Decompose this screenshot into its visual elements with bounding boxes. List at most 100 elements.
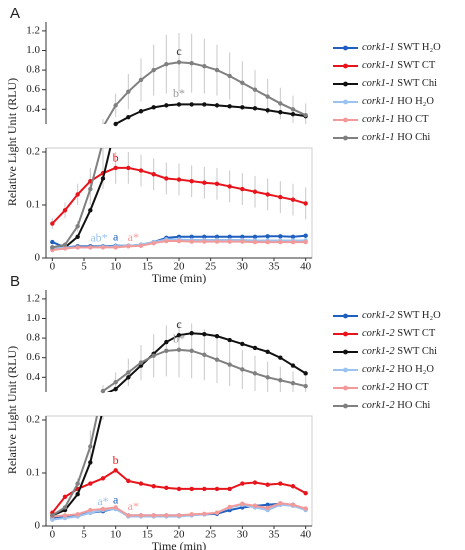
x-tick-label: 10 bbox=[110, 261, 122, 273]
data-point bbox=[303, 383, 308, 389]
data-point bbox=[227, 239, 232, 244]
data-point bbox=[189, 102, 194, 107]
legend-label: cork1-1 SWT H₂O bbox=[362, 42, 441, 53]
y-axis-title: Relative Light Unit (RLU) bbox=[5, 78, 19, 206]
x-tick-label: 30 bbox=[237, 261, 249, 273]
data-point bbox=[189, 512, 194, 517]
data-point bbox=[88, 460, 93, 465]
series-line bbox=[52, 144, 305, 146]
series-line bbox=[52, 148, 112, 249]
data-point bbox=[265, 505, 270, 511]
annotation: a* bbox=[128, 499, 139, 513]
data-point bbox=[113, 245, 118, 250]
data-point bbox=[126, 89, 131, 94]
legend-label: cork1-2 SWT CT bbox=[362, 328, 436, 339]
legend-marker bbox=[343, 117, 348, 123]
annotation: b bbox=[113, 453, 119, 467]
y-tick-label: 0.2 bbox=[26, 146, 40, 158]
legend-label: cork1-1 SWT CT bbox=[362, 60, 436, 71]
x-axis-title: Time (min) bbox=[152, 271, 207, 285]
data-point bbox=[202, 331, 207, 337]
legend-marker bbox=[343, 45, 348, 51]
data-point bbox=[126, 375, 131, 380]
x-tick-label: 25 bbox=[205, 529, 217, 541]
data-point bbox=[214, 234, 220, 239]
data-point bbox=[252, 106, 258, 111]
annotation: ab* bbox=[90, 231, 107, 245]
y-tick-label: 0.4 bbox=[26, 371, 40, 383]
legend-label: cork1-1 SWT Chi bbox=[362, 78, 437, 89]
data-point bbox=[176, 486, 182, 492]
data-point bbox=[214, 239, 220, 244]
data-point bbox=[75, 512, 80, 517]
x-tick-label: 5 bbox=[81, 261, 87, 273]
y-axis-title: Relative Light Unit (RLU) bbox=[5, 346, 19, 474]
data-point bbox=[176, 513, 182, 518]
data-point bbox=[164, 339, 169, 345]
data-point bbox=[151, 240, 156, 246]
y-tick-label: 0.2 bbox=[26, 414, 40, 426]
x-tick-label: 10 bbox=[110, 529, 122, 541]
data-point bbox=[113, 380, 118, 385]
data-point bbox=[303, 112, 308, 118]
y-tick-label: 0.6 bbox=[26, 83, 40, 95]
data-point bbox=[240, 367, 245, 372]
data-point bbox=[50, 517, 55, 522]
data-point bbox=[62, 513, 68, 518]
data-point bbox=[151, 172, 156, 177]
data-point bbox=[265, 94, 270, 99]
data-point bbox=[303, 239, 308, 245]
data-point bbox=[214, 357, 220, 362]
data-point bbox=[214, 67, 220, 73]
data-point bbox=[126, 165, 131, 171]
data-point bbox=[240, 105, 245, 110]
x-tick-label: 0 bbox=[50, 529, 56, 541]
y-tick-label: 0.8 bbox=[26, 64, 40, 76]
data-point bbox=[176, 347, 182, 353]
data-point bbox=[151, 105, 156, 110]
legend-marker bbox=[343, 99, 348, 105]
data-point bbox=[278, 110, 283, 115]
data-point bbox=[138, 109, 144, 114]
panel-label: A bbox=[10, 5, 20, 22]
data-point bbox=[290, 107, 296, 112]
data-point bbox=[113, 121, 118, 127]
data-point bbox=[189, 239, 194, 244]
series-line bbox=[52, 413, 305, 416]
data-point bbox=[113, 468, 118, 473]
data-point bbox=[240, 80, 245, 86]
data-point bbox=[138, 243, 144, 249]
data-point bbox=[189, 331, 194, 336]
legend-marker bbox=[343, 349, 348, 355]
series-line bbox=[52, 132, 305, 142]
data-point bbox=[265, 502, 270, 507]
data-point bbox=[88, 208, 93, 213]
data-point bbox=[176, 177, 182, 182]
data-point bbox=[240, 234, 245, 239]
data-point bbox=[278, 194, 283, 200]
data-point bbox=[88, 507, 93, 513]
data-point bbox=[100, 245, 106, 250]
x-tick-label: 25 bbox=[205, 261, 217, 273]
legend-marker bbox=[343, 81, 348, 87]
data-point bbox=[214, 181, 220, 186]
data-point bbox=[290, 112, 296, 117]
y-tick-label: 1.0 bbox=[26, 312, 40, 324]
data-point bbox=[252, 371, 258, 376]
data-point bbox=[303, 371, 308, 376]
legend-label: cork1-2 SWT Chi bbox=[362, 346, 437, 357]
data-point bbox=[227, 184, 232, 189]
data-point bbox=[164, 238, 169, 244]
data-point bbox=[62, 208, 68, 213]
data-point bbox=[240, 239, 245, 244]
data-point bbox=[151, 67, 156, 73]
y-tick-label: 0.1 bbox=[26, 199, 40, 211]
data-point bbox=[202, 511, 207, 517]
data-point bbox=[278, 481, 283, 486]
data-point bbox=[176, 332, 182, 338]
x-tick-label: 15 bbox=[142, 261, 154, 273]
data-point bbox=[240, 481, 245, 486]
y-tick-label: 1.2 bbox=[26, 24, 40, 36]
legend-label: cork1-1 HO Chi bbox=[362, 132, 430, 143]
